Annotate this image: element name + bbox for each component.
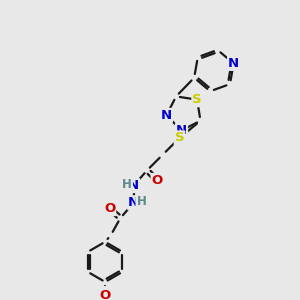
Text: O: O <box>100 289 111 300</box>
Text: N: N <box>128 196 139 209</box>
Text: N: N <box>161 109 172 122</box>
Text: N: N <box>176 124 187 137</box>
Text: H: H <box>136 195 146 208</box>
Text: N: N <box>128 179 139 192</box>
Text: O: O <box>104 202 115 215</box>
Text: O: O <box>152 174 163 187</box>
Text: N: N <box>228 57 239 70</box>
Text: H: H <box>122 178 132 191</box>
Text: S: S <box>192 93 202 106</box>
Text: S: S <box>175 131 184 144</box>
